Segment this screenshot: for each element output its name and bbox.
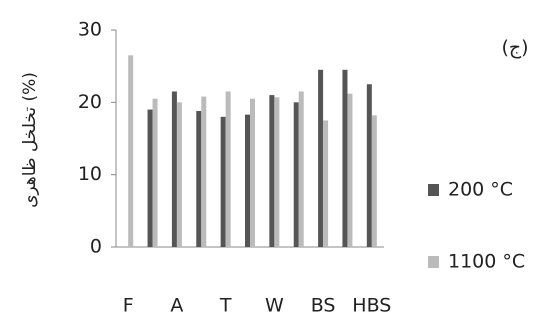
bar bbox=[347, 93, 353, 247]
bar bbox=[298, 91, 304, 247]
y-tick-label: 0 bbox=[90, 236, 102, 258]
x-tick-label: T bbox=[219, 295, 232, 317]
y-axis-label: تخلخل ظاهری (%) bbox=[20, 72, 40, 208]
bar bbox=[274, 97, 280, 248]
annotation: (ج) bbox=[501, 37, 528, 59]
y-tick-label: 20 bbox=[78, 91, 102, 113]
legend-swatch bbox=[428, 184, 439, 196]
x-tick-label: F bbox=[123, 295, 134, 317]
bar bbox=[128, 55, 134, 247]
y-tick-label: 30 bbox=[78, 19, 102, 41]
legend-label: 200 °C bbox=[448, 179, 513, 201]
bar bbox=[245, 114, 250, 247]
bar bbox=[152, 98, 158, 247]
legend-label: 1100 °C bbox=[448, 251, 525, 273]
x-tick-label: BS bbox=[311, 295, 336, 317]
bar bbox=[366, 84, 372, 247]
bar bbox=[147, 109, 153, 247]
bar bbox=[196, 111, 202, 247]
bar bbox=[176, 102, 182, 247]
bar bbox=[201, 96, 207, 248]
bar bbox=[171, 91, 177, 247]
bar bbox=[225, 91, 231, 247]
bar bbox=[371, 115, 377, 247]
bar bbox=[342, 69, 348, 248]
bar bbox=[220, 116, 226, 247]
x-tick-label: HBS bbox=[352, 295, 391, 317]
bar bbox=[318, 69, 324, 248]
bar bbox=[293, 102, 299, 247]
bar bbox=[250, 98, 255, 247]
legend-swatch bbox=[428, 256, 439, 268]
bar bbox=[323, 120, 329, 247]
y-tick-label: 10 bbox=[78, 163, 102, 185]
x-tick-label: W bbox=[265, 295, 284, 317]
x-tick-label: A bbox=[170, 295, 183, 317]
bar bbox=[269, 95, 275, 247]
